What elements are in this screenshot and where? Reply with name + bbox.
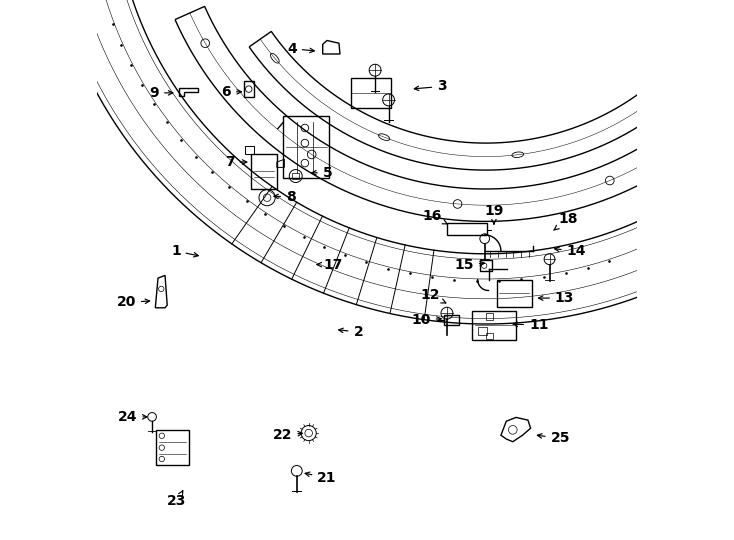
Text: 18: 18 <box>553 212 578 230</box>
Text: 3: 3 <box>414 79 447 93</box>
Text: 4: 4 <box>287 42 314 56</box>
Text: 11: 11 <box>513 318 548 332</box>
Text: 14: 14 <box>555 244 586 258</box>
Text: 5: 5 <box>312 166 333 180</box>
Text: 16: 16 <box>422 209 447 224</box>
Text: 6: 6 <box>221 85 241 99</box>
Text: 25: 25 <box>537 431 570 446</box>
Text: 10: 10 <box>411 313 441 327</box>
Text: 7: 7 <box>225 155 247 169</box>
Text: 24: 24 <box>118 410 147 424</box>
Text: 23: 23 <box>167 491 186 508</box>
Text: 20: 20 <box>117 295 150 309</box>
Text: 2: 2 <box>338 325 363 339</box>
Text: 17: 17 <box>317 258 344 272</box>
Text: 8: 8 <box>274 190 296 204</box>
Text: 19: 19 <box>484 204 504 224</box>
Text: 21: 21 <box>305 471 337 485</box>
Text: 13: 13 <box>539 291 574 305</box>
Text: 15: 15 <box>454 258 484 272</box>
Text: 9: 9 <box>150 86 172 100</box>
Text: 12: 12 <box>421 288 446 303</box>
Text: 22: 22 <box>273 428 302 442</box>
Text: 1: 1 <box>171 244 198 258</box>
